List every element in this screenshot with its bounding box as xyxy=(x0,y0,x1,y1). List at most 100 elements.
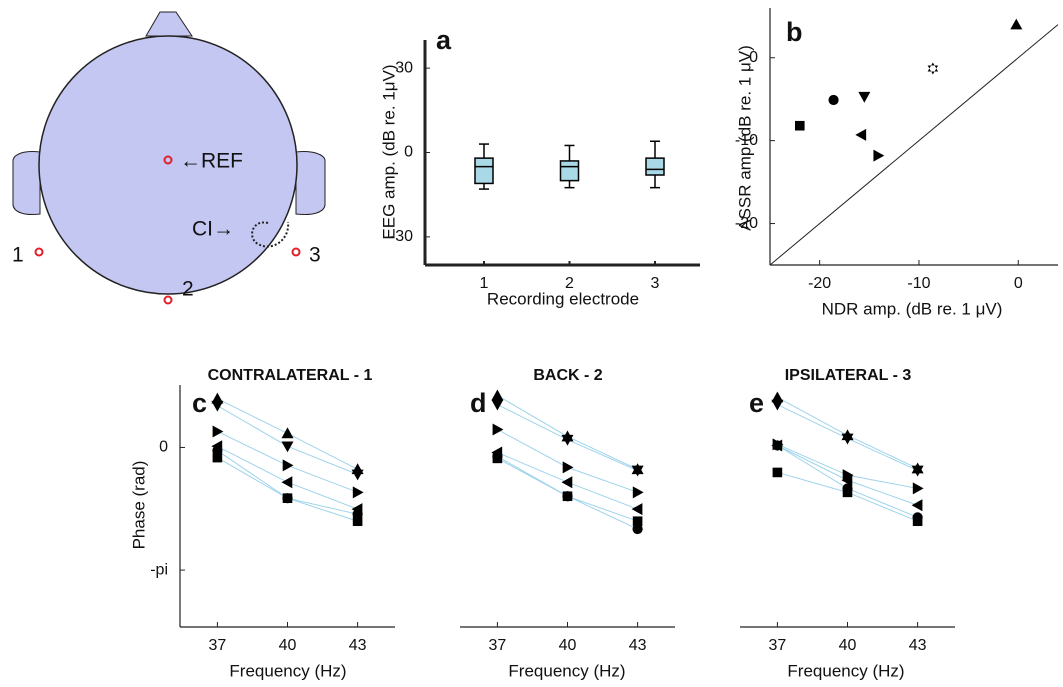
marker xyxy=(631,465,644,477)
marker xyxy=(632,523,643,535)
electrode xyxy=(163,295,173,305)
marker xyxy=(492,423,504,436)
marker xyxy=(911,465,924,477)
x-tick-label: 37 xyxy=(768,637,786,654)
x-tick-label: 40 xyxy=(279,637,297,654)
x-tick-label: 3 xyxy=(651,275,660,292)
nose xyxy=(145,11,193,37)
marker xyxy=(771,391,784,403)
x-tick-label: 2 xyxy=(565,275,574,292)
y-tick-label: 0 xyxy=(404,144,413,161)
marker xyxy=(491,399,504,411)
marker xyxy=(281,427,294,439)
marker xyxy=(927,62,939,75)
marker xyxy=(912,516,923,527)
marker xyxy=(562,491,573,502)
marker xyxy=(211,392,224,404)
y-tick-label: -10 xyxy=(735,132,758,149)
electrode xyxy=(291,247,301,257)
y-tick-label: -30 xyxy=(390,228,413,245)
box xyxy=(645,157,665,176)
y-axis-label: EEG amp. (dB re. 1μV) xyxy=(379,64,398,239)
marker xyxy=(492,453,503,464)
panel-label: d xyxy=(470,388,487,418)
electrode-ref xyxy=(163,155,173,165)
panel-label: e xyxy=(749,388,764,418)
marker xyxy=(772,440,783,451)
electrode-label: 1 xyxy=(12,244,24,267)
marker xyxy=(561,434,574,446)
marker xyxy=(1010,18,1023,30)
x-axis-label: NDR amp. (dB re. 1 μV) xyxy=(822,299,1003,318)
y-tick-label: -pi xyxy=(150,561,168,578)
panel-title: CONTRALATERAL - 1 xyxy=(208,367,373,384)
marker xyxy=(212,452,223,463)
marker xyxy=(632,486,644,499)
ref-label: ←REF xyxy=(180,150,243,173)
marker xyxy=(842,487,853,498)
marker xyxy=(841,433,854,445)
marker xyxy=(212,425,224,438)
x-axis-label: Recording electrode xyxy=(487,289,639,308)
marker xyxy=(282,493,293,503)
y-tick-label: -20 xyxy=(735,215,758,232)
marker xyxy=(841,474,853,487)
x-tick-label: 43 xyxy=(349,637,367,654)
marker xyxy=(794,120,805,131)
panel-label: b xyxy=(786,17,803,47)
marker xyxy=(281,441,294,453)
x-axis-label: Frequency (Hz) xyxy=(787,661,904,680)
panel-label: c xyxy=(192,388,207,418)
ci-label: CI→ xyxy=(192,218,234,241)
x-tick-label: -20 xyxy=(808,275,831,292)
x-axis-label: Frequency (Hz) xyxy=(508,661,625,680)
marker xyxy=(632,516,643,527)
box xyxy=(474,157,494,185)
x-tick-label: 0 xyxy=(1014,275,1023,292)
x-tick-label: 40 xyxy=(839,637,857,654)
x-tick-label: 43 xyxy=(909,637,927,654)
marker xyxy=(351,469,364,481)
marker xyxy=(858,91,871,103)
marker xyxy=(352,516,363,527)
marker xyxy=(281,476,293,489)
marker xyxy=(631,503,643,516)
marker xyxy=(352,486,364,499)
panel-title: BACK - 2 xyxy=(533,367,602,384)
y-tick-label: 30 xyxy=(395,59,413,76)
box xyxy=(559,160,580,182)
y-axis-label: Phase (rad) xyxy=(129,461,148,550)
electrode-label: 3 xyxy=(309,244,321,267)
marker xyxy=(855,128,867,141)
head-diagram: ←REF CI→ 1 2 3 xyxy=(12,11,326,305)
x-tick-label: 37 xyxy=(488,637,506,654)
marker xyxy=(211,400,224,412)
marker xyxy=(873,149,885,162)
head xyxy=(38,35,298,295)
y-tick-label: 0 xyxy=(159,439,168,456)
y-axis-label: ASSR amp (dB re. 1 μV) xyxy=(735,45,754,231)
x-tick-label: 1 xyxy=(480,275,489,292)
marker xyxy=(771,399,784,411)
marker xyxy=(828,94,839,106)
marker xyxy=(912,482,924,495)
identity-line xyxy=(769,24,1059,266)
marker xyxy=(491,389,504,401)
x-axis-label: Frequency (Hz) xyxy=(229,661,346,680)
panel-title: IPSILATERAL - 3 xyxy=(785,367,912,384)
electrode-label: 2 xyxy=(182,278,194,301)
x-tick-label: 43 xyxy=(629,637,647,654)
electrode xyxy=(34,247,44,257)
y-tick-label: 0 xyxy=(749,49,758,66)
marker xyxy=(562,461,574,474)
marker xyxy=(561,476,573,489)
panel-label: a xyxy=(436,25,452,55)
x-tick-label: 37 xyxy=(208,637,226,654)
marker xyxy=(772,467,783,478)
right-ear xyxy=(295,151,326,215)
left-ear xyxy=(12,151,41,215)
marker xyxy=(911,499,923,512)
x-tick-label: -10 xyxy=(907,275,930,292)
x-tick-label: 40 xyxy=(559,637,577,654)
